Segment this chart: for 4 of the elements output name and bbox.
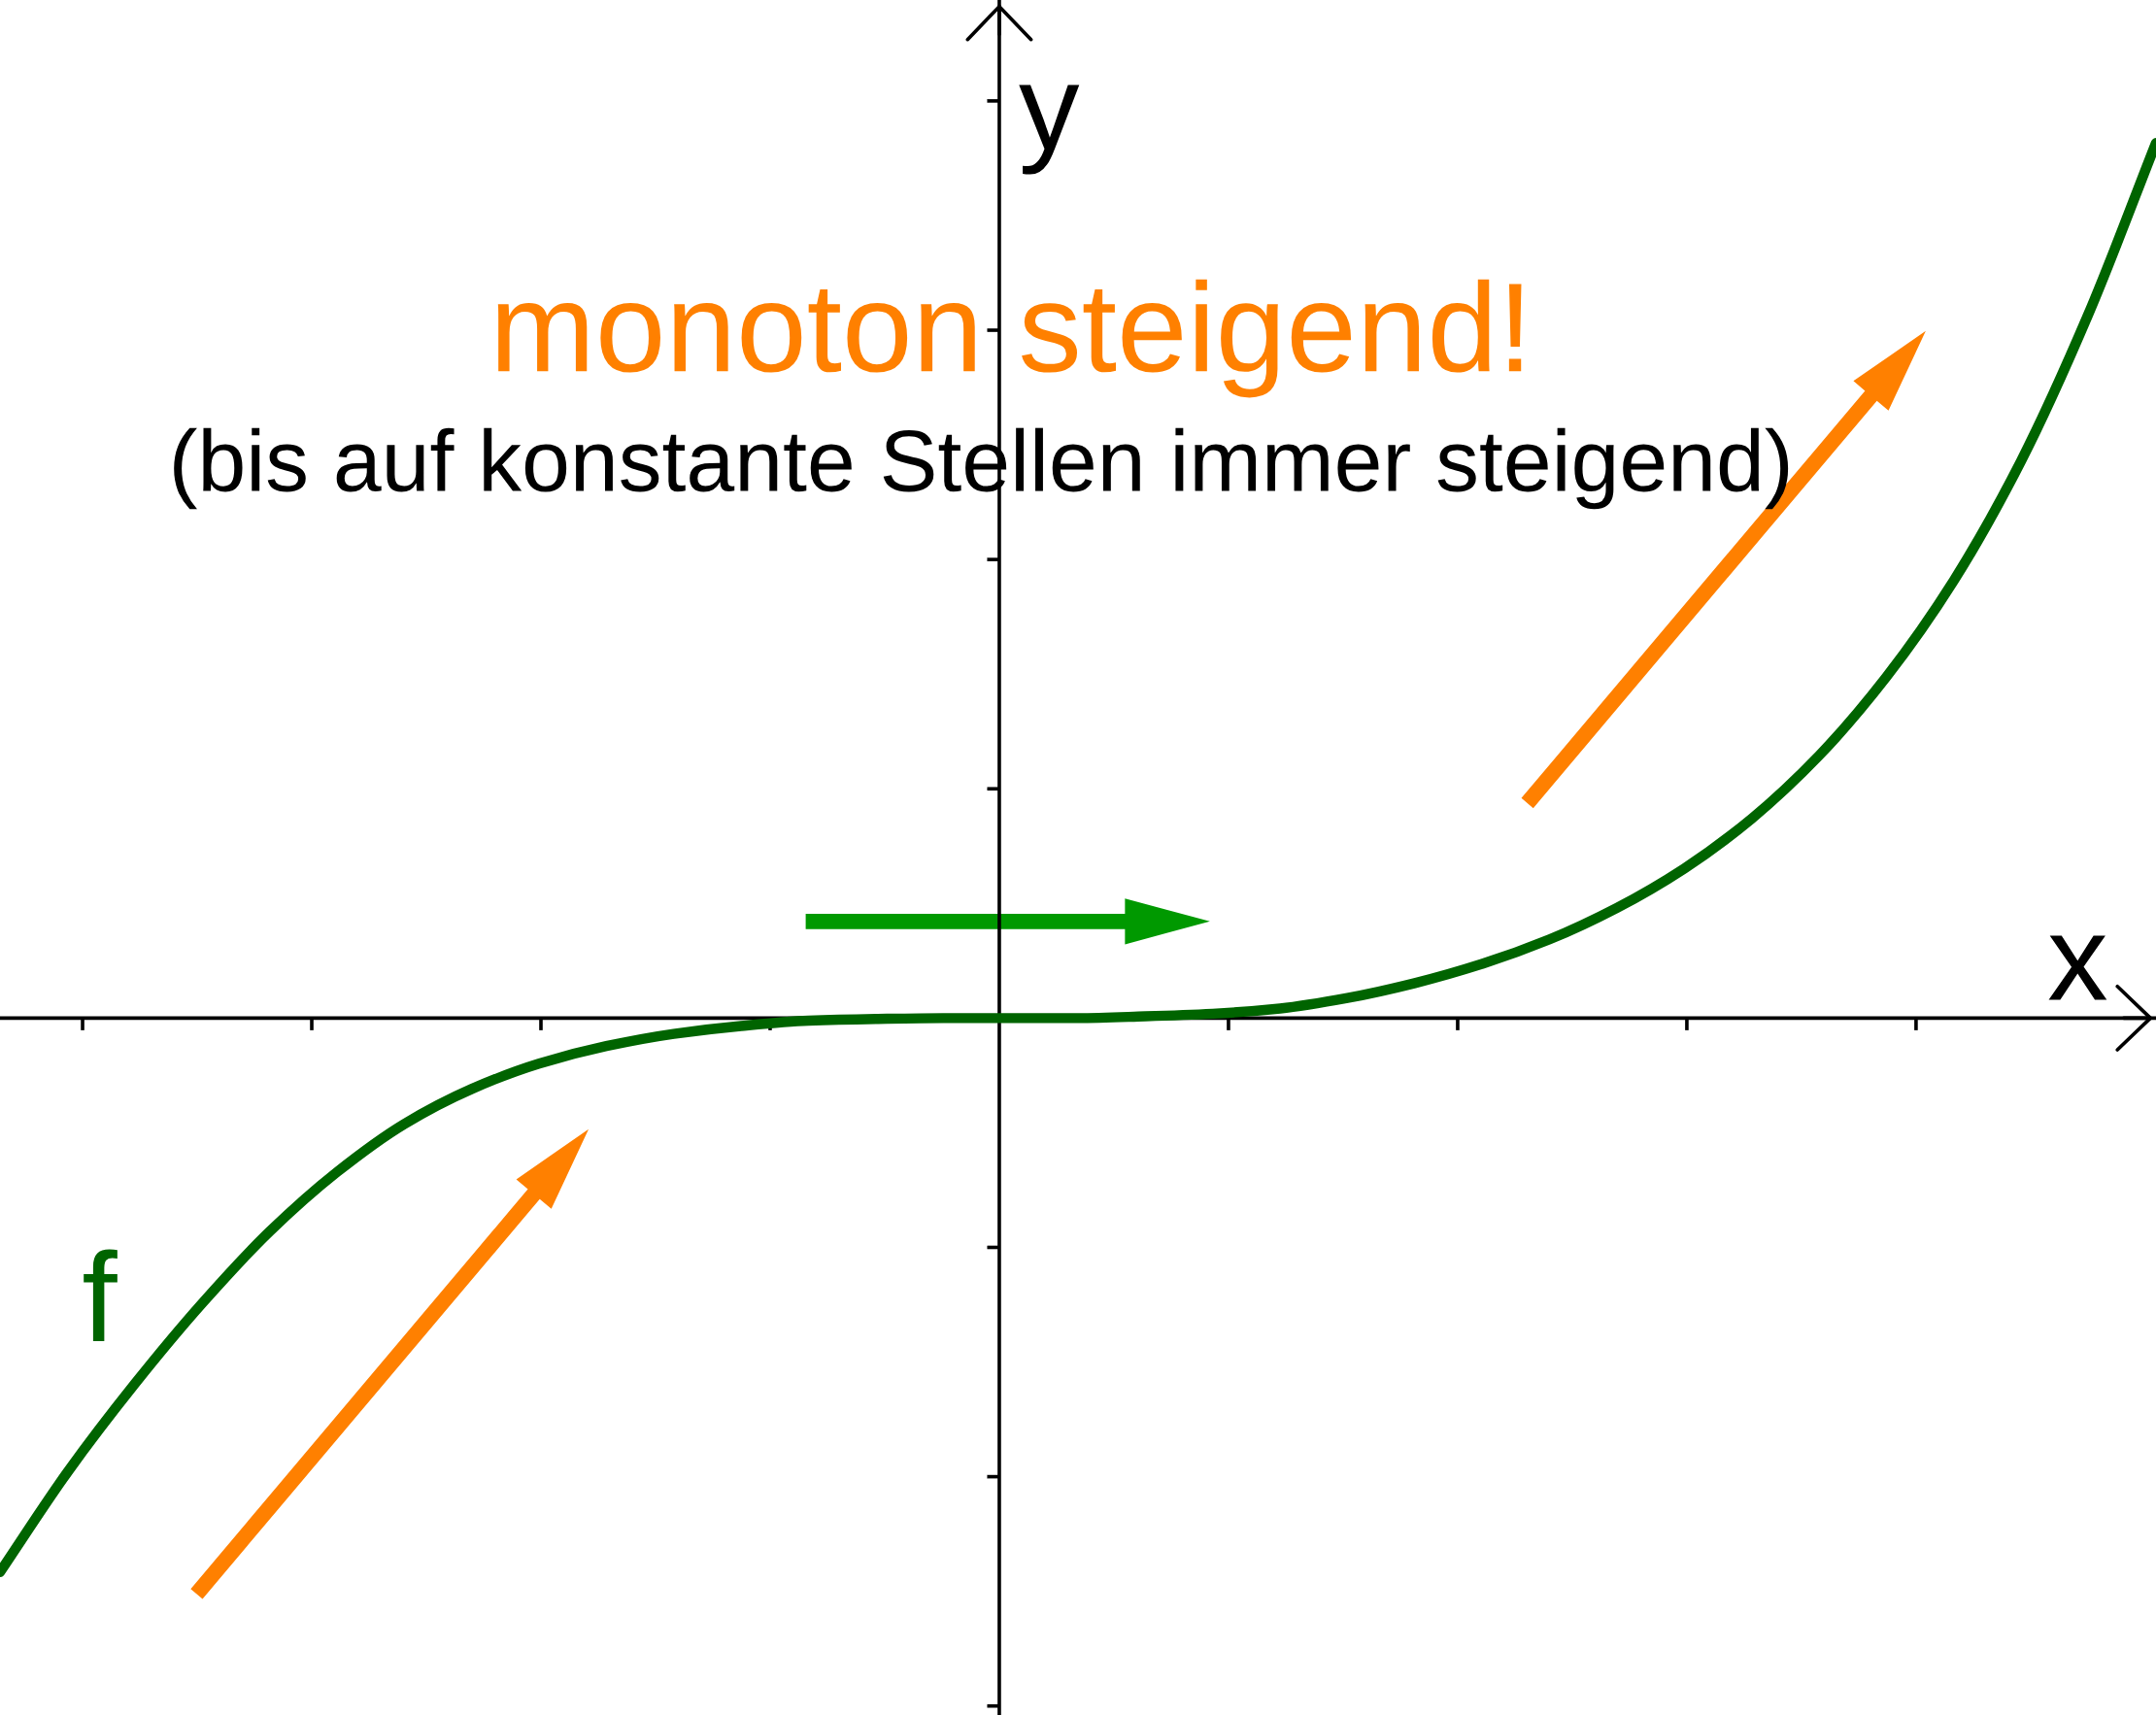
series-label: f <box>84 1249 118 1342</box>
text: monoton steigend! <box>497 279 1522 398</box>
y-axis-title: y <box>1019 84 1080 175</box>
x-axis-title: x <box>2048 935 2107 1000</box>
